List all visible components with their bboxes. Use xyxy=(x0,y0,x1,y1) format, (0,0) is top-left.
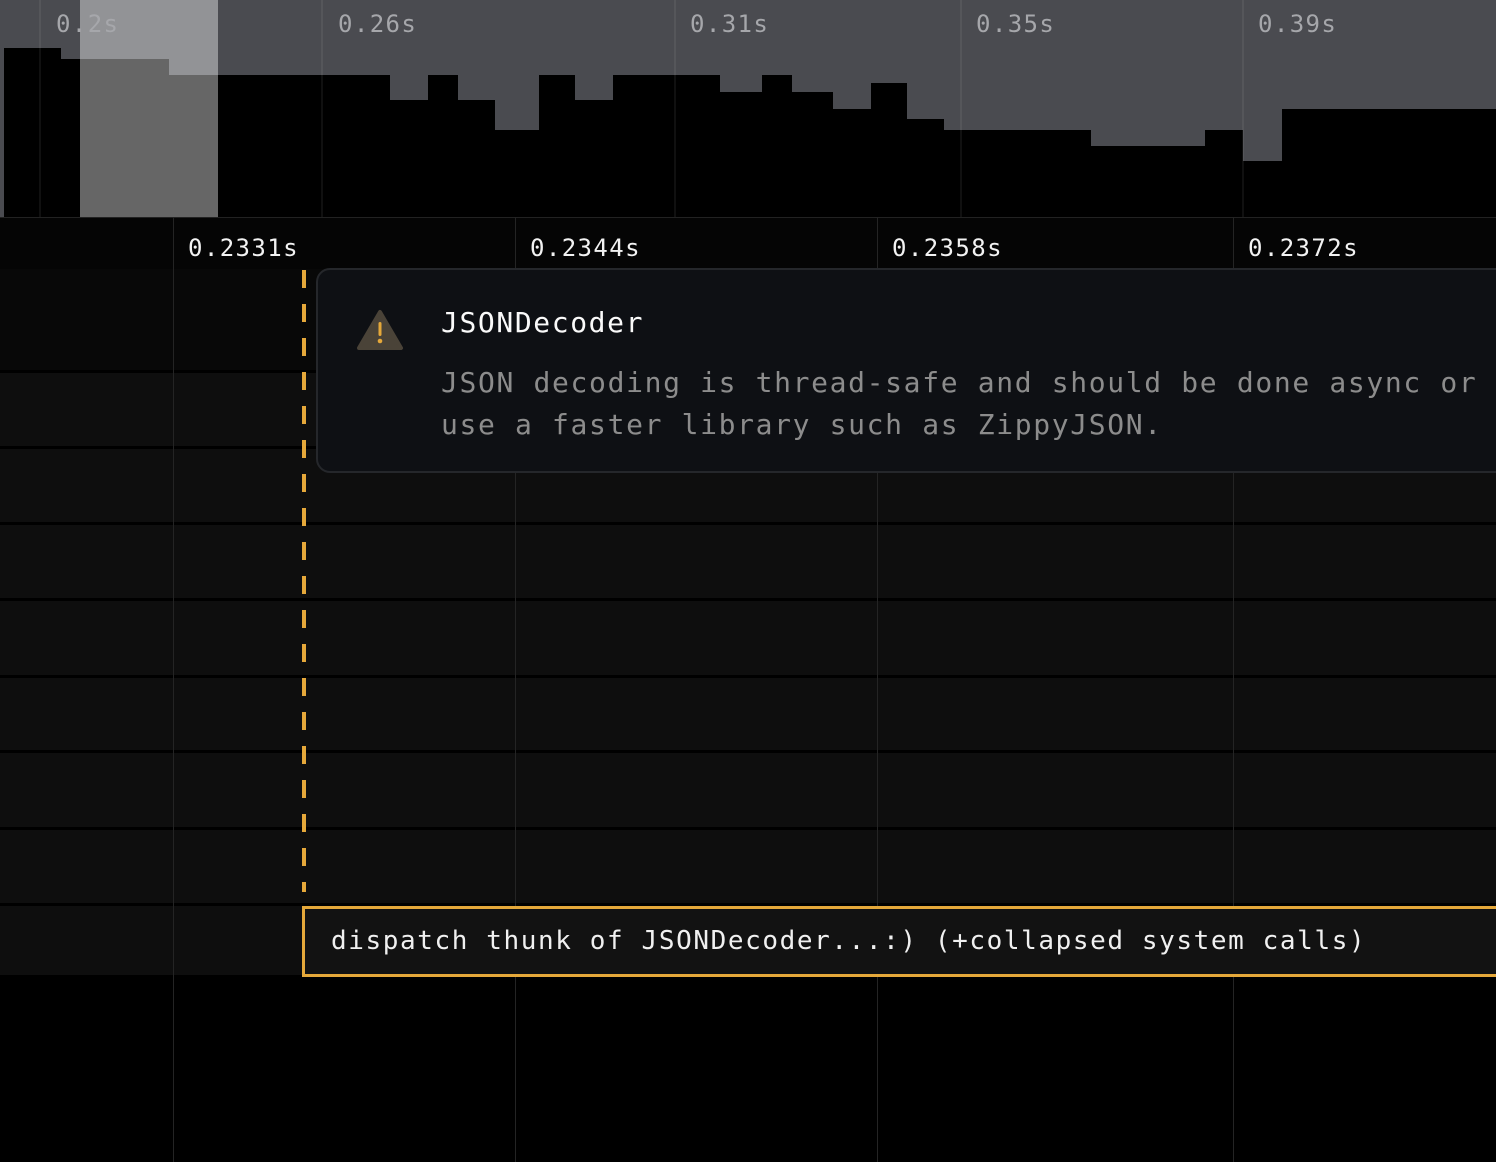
minimap-tick: 0.26s xyxy=(338,10,418,38)
gridline xyxy=(877,217,878,1162)
flamegraph-row[interactable] xyxy=(0,525,1496,601)
warning-triangle-icon xyxy=(357,310,403,350)
flamegraph-row[interactable] xyxy=(0,678,1496,753)
timeline-minimap[interactable]: 0.2s 0.26s 0.31s 0.35s 0.39s xyxy=(0,0,1496,217)
gridline xyxy=(515,217,516,1162)
tooltip-body: JSON decoding is thread-safe and should … xyxy=(441,366,1478,441)
minimap-tick: 0.31s xyxy=(690,10,770,38)
axis-tick: 0.2344s xyxy=(530,234,641,262)
frame-label: dispatch thunk of JSONDecoder...:) (+col… xyxy=(331,926,1367,956)
gridline xyxy=(173,217,174,1162)
flamegraph-row[interactable] xyxy=(0,830,1496,906)
minimap-tick: 0.35s xyxy=(976,10,1056,38)
axis-tick: 0.2358s xyxy=(892,234,1003,262)
issue-tooltip: JSONDecoder JSON decoding is thread-safe… xyxy=(316,268,1496,473)
selected-frame[interactable]: dispatch thunk of JSONDecoder...:) (+col… xyxy=(302,906,1496,977)
tooltip-title: JSONDecoder xyxy=(441,306,645,339)
axis-tick: 0.2372s xyxy=(1248,234,1359,262)
cursor-marker xyxy=(302,270,306,892)
minimap-selection[interactable] xyxy=(80,0,218,217)
cpu-usage-graph xyxy=(0,0,1496,217)
minimap-tick: 0.2s xyxy=(56,10,120,38)
flamegraph-row[interactable] xyxy=(0,753,1496,830)
gridline xyxy=(1233,217,1234,1162)
cpu-usage-area xyxy=(4,48,1496,217)
flamegraph-row[interactable] xyxy=(0,601,1496,678)
time-axis: 0.2331s 0.2344s 0.2358s 0.2372s xyxy=(0,217,1496,269)
minimap-tick: 0.39s xyxy=(1258,10,1338,38)
axis-tick: 0.2331s xyxy=(188,234,299,262)
